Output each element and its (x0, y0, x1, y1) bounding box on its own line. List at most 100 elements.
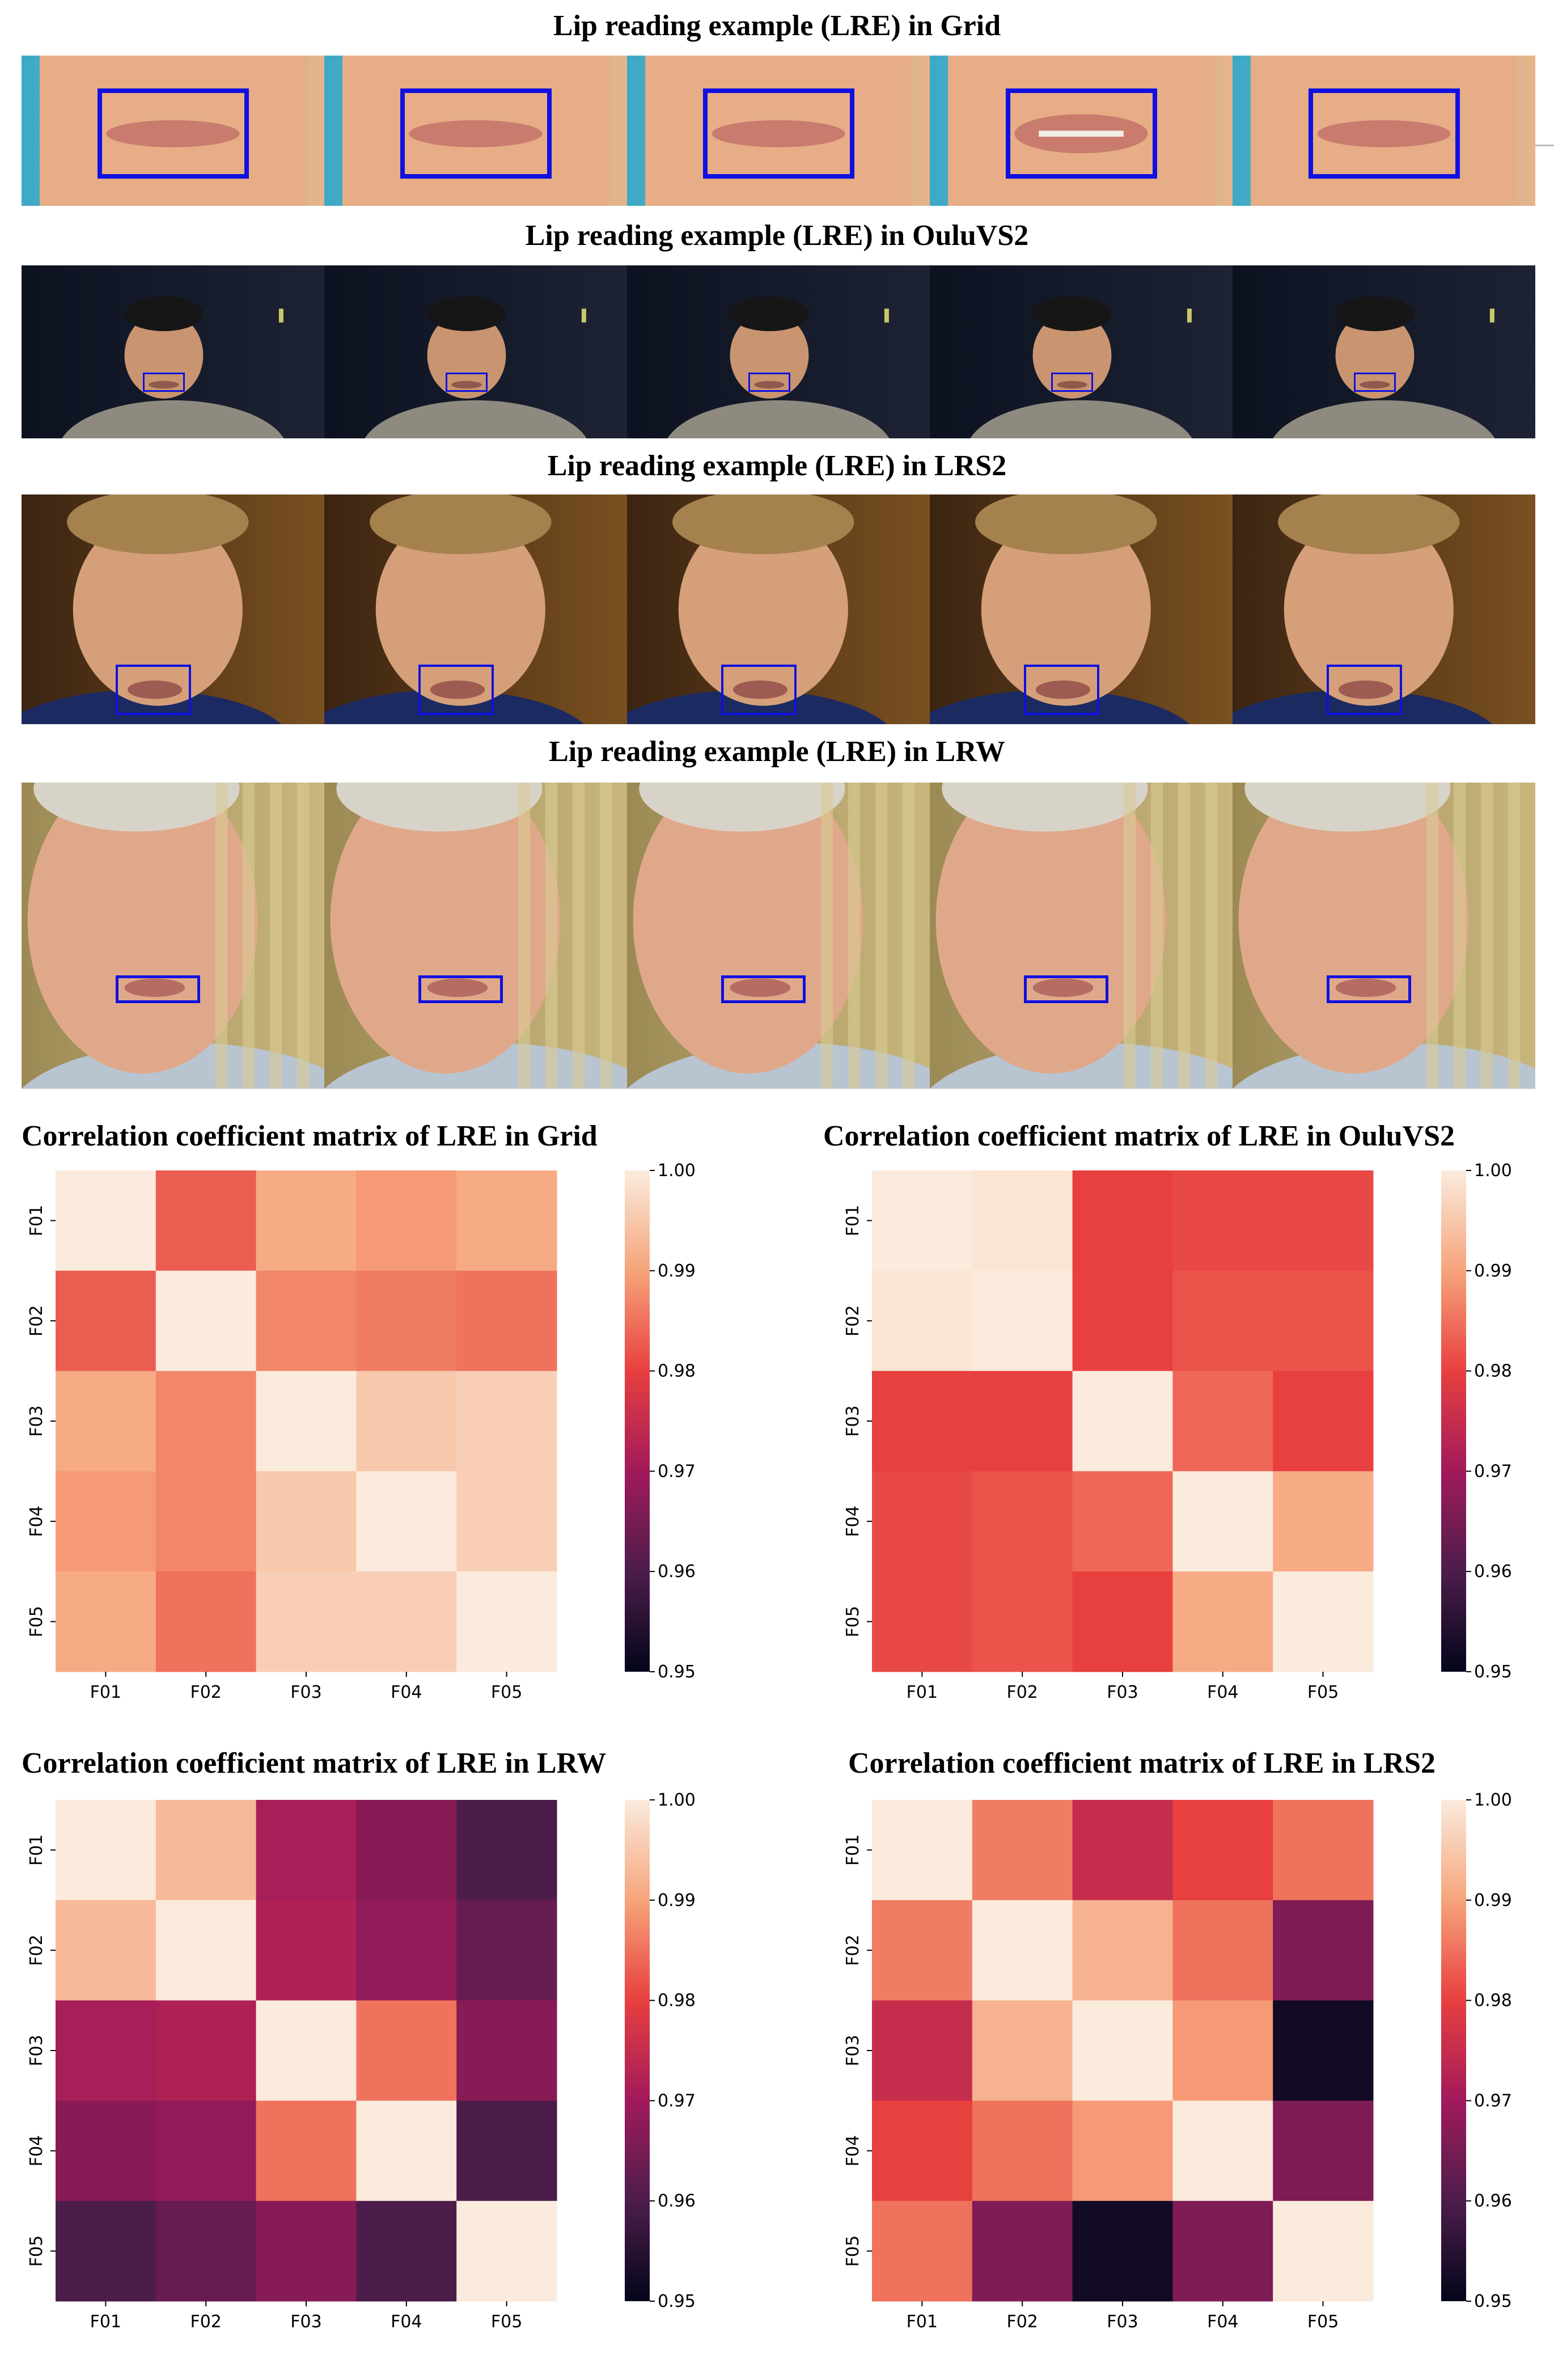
colorbar-tick-label: 0.95 (658, 1662, 696, 1682)
colorbar-tick-label: 0.99 (1474, 1261, 1512, 1281)
heatmap-cell (1172, 1270, 1273, 1372)
heatmap-cell (972, 1800, 1073, 1901)
colorbar-tick-label: 0.99 (1474, 1891, 1512, 1910)
heatmap-cell (56, 1371, 156, 1472)
x-tick-label: F02 (190, 2312, 221, 2332)
heatmap-cell (56, 2000, 156, 2101)
colorbar-tick-label: 0.97 (1474, 2091, 1512, 2111)
heatmap-cell (1172, 1170, 1273, 1271)
heatmap-cell (256, 1170, 357, 1271)
heatmap-title-ouluvs2: Correlation coefficient matrix of LRE in… (823, 1120, 1455, 1152)
heatmap-cell (1072, 2201, 1173, 2302)
x-tick-label: F02 (1006, 1683, 1038, 1702)
y-tick-label: F03 (27, 2035, 46, 2066)
x-tick-label: F04 (1207, 2312, 1238, 2332)
colorbar-tick-label: 0.99 (658, 1891, 696, 1910)
lip-region-box (1005, 88, 1157, 179)
heatmap-cell (1172, 1900, 1273, 2001)
frame-strip-lrs2 (22, 494, 1535, 724)
colorbar-tick-label: 0.97 (1474, 1461, 1512, 1481)
x-tick-label: F05 (491, 2312, 522, 2332)
colorbar-tick-label: 0.95 (1474, 1662, 1512, 1682)
heatmap-cell (1172, 2000, 1273, 2101)
video-frame (1233, 56, 1535, 206)
heatmap-cell (872, 1270, 973, 1372)
heatmap-cell (356, 1571, 457, 1672)
lip-region-box (115, 975, 201, 1003)
x-tick-label: F01 (907, 2312, 938, 2332)
colorbar (625, 1800, 650, 2301)
video-frame (930, 494, 1233, 724)
lip-region-box (1308, 88, 1460, 179)
video-frame (22, 494, 324, 724)
colorbar-tick-label: 0.96 (1474, 2191, 1512, 2211)
lip-region-box (115, 664, 192, 715)
lip-region-box (400, 88, 552, 179)
y-tick-label: F01 (27, 1834, 46, 1866)
heatmap-cell (56, 1471, 156, 1572)
heatmap-cell (256, 1371, 357, 1472)
video-frame (1233, 265, 1535, 438)
heatmap-cell (872, 1900, 973, 2001)
heatmap-cell (356, 1471, 457, 1572)
lip-region-box (1023, 975, 1109, 1003)
heatmap-cell (872, 1800, 973, 1901)
heatmap-lrw: F01 F02 F03 F04 F05 F01 F02 F03 F04 F05 1.00 0.99 0.… (27, 1790, 696, 2332)
heatmap-cell (356, 2100, 457, 2201)
heatmap-cell (1072, 1371, 1173, 1472)
heatmap-cell (56, 2201, 156, 2302)
heatmap-cell (356, 1800, 457, 1901)
heatmap-cell (972, 1471, 1073, 1572)
section-title-grid: Lip reading example (LRE) in Grid (553, 10, 1001, 42)
lip-region-box (1353, 373, 1396, 392)
heatmap-cell (155, 2100, 257, 2201)
heatmap-cell (872, 2201, 973, 2302)
heatmap-cell (155, 1170, 257, 1271)
heatmap-cell (256, 1900, 357, 2001)
heatmap-cell (1072, 1571, 1173, 1672)
section-title-lrw: Lip reading example (LRE) in LRW (549, 735, 1005, 768)
heatmap-cell (356, 1170, 457, 1271)
y-tick-label: F01 (843, 1834, 863, 1866)
colorbar-tick-label: 0.96 (658, 1562, 696, 1582)
heatmap-cell (1072, 1900, 1173, 2001)
heatmap-cell (1273, 1900, 1374, 2001)
heatmap-cell (356, 2000, 457, 2101)
video-frame (1233, 783, 1535, 1089)
colorbar-tick-label: 0.96 (1474, 1562, 1512, 1582)
lip-region-box (445, 373, 488, 392)
y-tick-label: F05 (843, 2235, 863, 2267)
divider-line (1535, 145, 1554, 146)
lip-region-box (1326, 975, 1412, 1003)
heatmap-title-lrw: Correlation coefficient matrix of LRE in… (22, 1747, 607, 1779)
heatmap-cell (356, 2201, 457, 2302)
y-tick-label: F04 (843, 1506, 863, 1537)
heatmap-cell (972, 1571, 1073, 1672)
lip-region-box (1023, 664, 1100, 715)
video-frame (930, 265, 1233, 438)
heatmap-cell (972, 1371, 1073, 1472)
heatmap-cell (1072, 2000, 1173, 2101)
heatmap-cell (356, 1270, 457, 1372)
heatmap-cell (1273, 1270, 1374, 1372)
heatmap-cell (972, 1900, 1073, 2001)
video-frame (930, 783, 1233, 1089)
y-tick-label: F03 (27, 1405, 46, 1436)
y-tick-label: F01 (27, 1205, 46, 1236)
heatmap-cell (456, 1270, 557, 1372)
lip-region-box (97, 88, 249, 179)
heatmap-title-grid: Correlation coefficient matrix of LRE in… (22, 1120, 598, 1152)
heatmap-cell (256, 2201, 357, 2302)
heatmap-cell (1072, 1800, 1173, 1901)
heatmap-cell (1273, 2000, 1374, 2101)
heatmap-cell (972, 1270, 1073, 1372)
video-frame (324, 783, 627, 1089)
colorbar-tick-label: 0.97 (658, 2091, 696, 2111)
colorbar-tick-label: 0.98 (658, 1991, 696, 2011)
x-tick-label: F03 (290, 2312, 321, 2332)
x-tick-label: F05 (1307, 1683, 1339, 1702)
heatmap-cell (356, 1371, 457, 1472)
lip-region-box (702, 88, 854, 179)
x-tick-label: F02 (1006, 2312, 1038, 2332)
video-frame (1233, 494, 1535, 724)
